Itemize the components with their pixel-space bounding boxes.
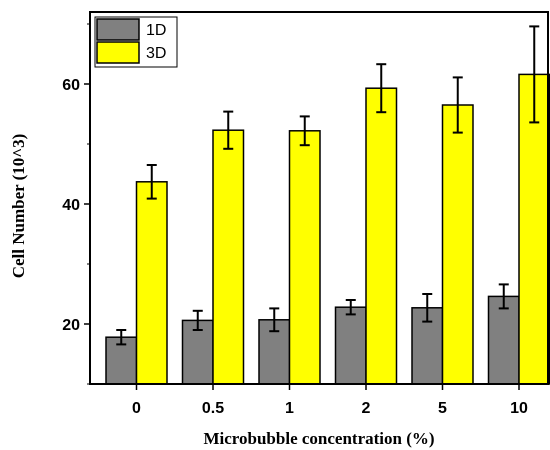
bars-layer (105, 73, 550, 385)
bar (334, 306, 367, 385)
x-axis: 0 0.5 1 2 5 10 (132, 384, 528, 417)
y-tick-label: 40 (62, 197, 80, 214)
y-axis-title: Cell Number (10^3) (9, 134, 28, 279)
bar (487, 295, 520, 385)
bar (135, 181, 168, 385)
bar (288, 130, 321, 385)
x-tick-label: 10 (510, 400, 528, 417)
x-tick-label: 1 (285, 400, 294, 417)
bar (441, 104, 474, 385)
bar (212, 129, 245, 385)
plot-frame (89, 11, 549, 385)
x-tick-label: 0 (132, 400, 141, 417)
legend-label: 1D (146, 22, 166, 39)
y-axis: 20 40 60 (62, 23, 90, 385)
legend-label: 3D (146, 45, 166, 62)
bar (365, 87, 398, 385)
legend-swatch (96, 41, 140, 64)
legend-swatch (96, 18, 140, 41)
error-bars-layer (116, 25, 540, 346)
x-tick-label: 5 (438, 400, 447, 417)
x-tick-label: 2 (362, 400, 371, 417)
x-axis-title: Microbubble concentration (%) (203, 429, 434, 448)
y-tick-label: 60 (62, 77, 80, 94)
y-tick-label: 20 (62, 317, 80, 334)
x-tick-label: 0.5 (202, 400, 224, 417)
